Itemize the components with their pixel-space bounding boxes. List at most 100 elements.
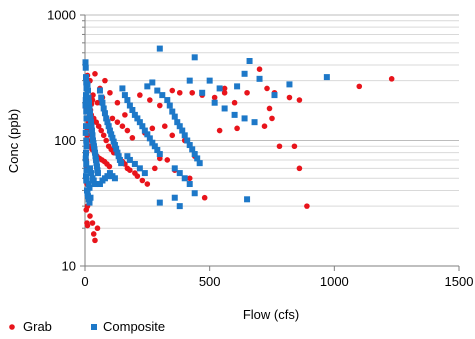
data-point bbox=[92, 156, 99, 163]
data-point bbox=[206, 77, 213, 84]
data-point bbox=[85, 181, 92, 188]
x-tick-label: 0 bbox=[81, 274, 88, 289]
data-point bbox=[124, 97, 131, 104]
data-point bbox=[286, 94, 293, 101]
data-point bbox=[103, 137, 109, 144]
data-point bbox=[89, 132, 96, 139]
data-point bbox=[171, 113, 178, 120]
data-point bbox=[90, 177, 97, 184]
data-point bbox=[179, 127, 186, 134]
grid bbox=[85, 14, 459, 267]
data-point bbox=[131, 111, 138, 118]
data-point bbox=[100, 105, 107, 112]
y-tick-label: 1000 bbox=[47, 8, 76, 23]
data-point bbox=[169, 87, 176, 94]
x-axis-label: Flow (cfs) bbox=[243, 307, 299, 322]
data-point bbox=[164, 157, 171, 163]
data-point bbox=[269, 115, 275, 122]
data-point bbox=[149, 79, 156, 86]
data-point bbox=[184, 137, 191, 144]
data-point bbox=[82, 129, 89, 136]
data-point bbox=[161, 123, 168, 130]
data-point bbox=[181, 132, 188, 139]
data-point bbox=[98, 127, 105, 134]
data-point bbox=[84, 87, 91, 94]
data-point bbox=[83, 207, 90, 213]
data-point bbox=[85, 99, 92, 106]
data-point bbox=[144, 181, 151, 187]
data-point bbox=[86, 110, 93, 117]
data-point bbox=[108, 131, 115, 138]
data-point bbox=[84, 222, 91, 229]
data-point bbox=[114, 99, 121, 106]
data-point bbox=[186, 142, 193, 149]
data-point bbox=[82, 64, 89, 71]
data-point bbox=[95, 123, 102, 130]
data-point bbox=[94, 99, 101, 106]
data-point bbox=[264, 85, 270, 92]
data-point bbox=[93, 119, 100, 125]
data-point bbox=[211, 94, 218, 101]
data-point bbox=[231, 99, 238, 106]
data-point bbox=[82, 149, 89, 156]
y-tick-label: 10 bbox=[62, 259, 76, 274]
data-point bbox=[141, 127, 148, 134]
data-point bbox=[115, 153, 122, 160]
data-point bbox=[83, 143, 90, 150]
data-point bbox=[244, 89, 250, 96]
data-point bbox=[85, 94, 92, 101]
data-points bbox=[82, 45, 395, 244]
data-point bbox=[176, 123, 183, 130]
data-point bbox=[87, 119, 94, 126]
data-point bbox=[106, 163, 113, 170]
data-point bbox=[159, 92, 166, 99]
data-point bbox=[156, 45, 163, 52]
data-point bbox=[83, 160, 90, 167]
data-point bbox=[181, 175, 188, 182]
data-point bbox=[82, 123, 89, 130]
data-point bbox=[106, 170, 113, 177]
data-point bbox=[199, 89, 206, 96]
data-point bbox=[84, 81, 91, 88]
data-point bbox=[134, 115, 141, 122]
data-point bbox=[126, 156, 133, 163]
axes bbox=[80, 14, 460, 271]
data-point bbox=[114, 149, 121, 156]
data-point bbox=[141, 170, 148, 177]
data-point bbox=[87, 115, 94, 122]
data-point bbox=[166, 102, 173, 109]
data-point bbox=[136, 119, 143, 126]
data-point bbox=[82, 59, 89, 66]
data-point bbox=[87, 194, 94, 201]
data-point bbox=[221, 89, 228, 96]
data-point bbox=[146, 135, 153, 142]
data-point bbox=[86, 105, 93, 112]
data-point bbox=[251, 119, 258, 126]
data-point bbox=[107, 89, 113, 96]
data-point bbox=[91, 149, 98, 156]
data-point bbox=[171, 165, 178, 172]
data-point bbox=[88, 123, 95, 130]
data-point bbox=[86, 199, 93, 206]
data-point bbox=[156, 199, 163, 206]
data-point bbox=[92, 237, 98, 244]
data-point bbox=[211, 99, 218, 106]
data-point bbox=[151, 143, 158, 150]
data-point bbox=[91, 146, 98, 153]
data-point bbox=[169, 108, 176, 115]
data-point bbox=[221, 85, 228, 92]
data-point bbox=[102, 77, 108, 84]
data-point bbox=[83, 177, 90, 184]
data-point bbox=[164, 97, 171, 104]
data-point bbox=[83, 137, 90, 144]
data-point bbox=[93, 163, 100, 170]
data-point bbox=[92, 153, 99, 160]
data-point bbox=[149, 125, 156, 132]
data-point bbox=[201, 194, 208, 201]
data-point bbox=[291, 143, 298, 150]
data-point bbox=[234, 125, 240, 132]
data-point bbox=[122, 112, 128, 118]
data-point bbox=[129, 135, 136, 141]
data-point bbox=[244, 196, 251, 203]
